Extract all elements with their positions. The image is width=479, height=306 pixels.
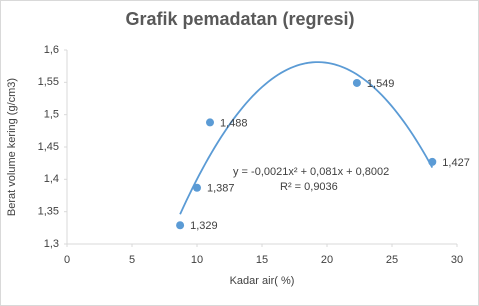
x-tick-label: 15: [256, 254, 268, 266]
data-point: [428, 157, 437, 166]
y-axis-label: Berat volume kering (g/cm3): [6, 78, 18, 216]
x-tick-label: 5: [129, 254, 135, 266]
y-tick-label: 1,4: [44, 173, 59, 185]
y-tick-label: 1,45: [38, 141, 59, 153]
y-tick-label: 1,55: [38, 76, 59, 88]
data-label: 1,387: [207, 183, 235, 195]
y-tick-label: 1,35: [38, 206, 59, 218]
x-tick-label: 0: [64, 254, 70, 266]
x-tick-label: 20: [321, 254, 333, 266]
y-tick-label: 1,6: [44, 44, 59, 56]
data-label: 1,329: [190, 220, 218, 232]
data-point: [193, 183, 201, 192]
trendline-r-squared: R² = 0,9036: [280, 181, 338, 193]
x-tick-label: 30: [451, 254, 463, 266]
data-label: 1,488: [220, 117, 248, 129]
x-axis-label: Kadar air( %): [230, 275, 295, 287]
x-tick-label: 25: [386, 254, 398, 266]
data-point: [206, 118, 214, 127]
data-point: [176, 221, 185, 230]
data-point: [352, 78, 361, 87]
chart-title: Grafik pemadatan (regresi): [125, 9, 354, 29]
data-label: 1,427: [442, 157, 470, 169]
trendline: [179, 61, 434, 215]
trendline-equation: y = -0,0021x² + 0,081x + 0,8002: [233, 166, 389, 178]
x-tick-label: 10: [191, 254, 203, 266]
y-tick-label: 1,3: [44, 238, 59, 250]
y-tick-label: 1,5: [44, 109, 59, 121]
data-label: 1,549: [367, 78, 395, 90]
